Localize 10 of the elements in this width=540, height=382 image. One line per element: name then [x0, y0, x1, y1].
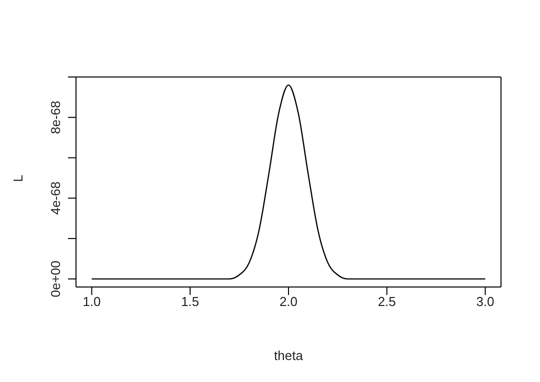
y-tick-label: 4e-68: [48, 182, 63, 215]
y-axis-title: L: [10, 174, 26, 182]
y-tick-label: 8e-68: [48, 100, 63, 134]
x-tick-label: 1.5: [181, 294, 200, 310]
x-tick-label: 1.0: [82, 294, 101, 310]
x-tick-label: 2.5: [378, 294, 396, 310]
x-tick-label: 3.0: [476, 294, 494, 310]
x-tick-label: 2.0: [279, 294, 298, 310]
y-tick-label: 0e+00: [48, 260, 63, 298]
x-axis-title: theta: [274, 348, 304, 363]
